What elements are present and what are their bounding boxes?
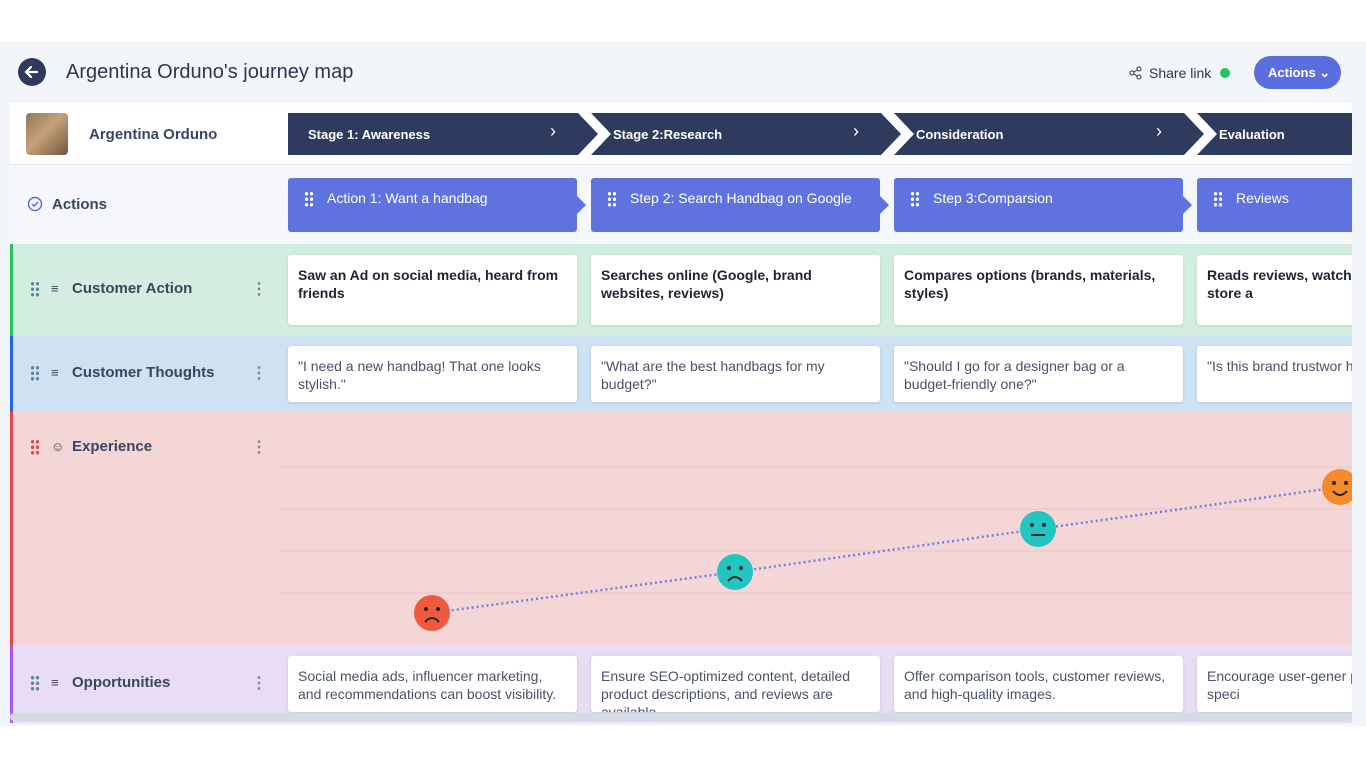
lane-card: Ensure SEO-optimized content, detailed p… xyxy=(591,656,880,712)
eye xyxy=(1332,481,1336,485)
drag-handle xyxy=(30,281,40,297)
lane xyxy=(10,412,1352,645)
share-link[interactable]: Share link xyxy=(1149,65,1212,81)
lane-card: Encourage user-gener provide detailed sp… xyxy=(1197,656,1352,712)
actions-label: Actions xyxy=(52,196,108,213)
action-label: Step 2: Search Handbag on Google xyxy=(630,190,852,206)
check-icon xyxy=(27,196,43,212)
lane-card: "Should I go for a designer bag or a bud… xyxy=(894,346,1183,402)
action-card xyxy=(894,178,1183,232)
face xyxy=(717,554,753,590)
stage-chevron: › xyxy=(1156,121,1162,141)
stage-chevron: › xyxy=(853,121,859,141)
lane-label: Customer Action xyxy=(72,280,193,297)
lane-card: Searches online (Google, brand websites,… xyxy=(591,255,880,325)
lane-card: Offer comparison tools, customer reviews… xyxy=(894,656,1183,712)
page-title: Argentina Orduno's journey map xyxy=(66,61,354,83)
action-label: Reviews xyxy=(1236,190,1289,206)
journey-table: Argentina Orduno Actions Stage 1: Awaren… xyxy=(10,103,1352,723)
drag-handle xyxy=(304,191,314,207)
mouth xyxy=(727,576,743,582)
drag-handle xyxy=(607,191,617,207)
back-icon xyxy=(24,65,39,79)
stage-label: Stage 2:Research xyxy=(613,127,723,142)
face xyxy=(1020,511,1056,547)
action-label: Step 3:Comparsion xyxy=(933,190,1053,206)
eye xyxy=(1344,481,1348,485)
scrollbar xyxy=(10,713,1352,721)
drag-handle xyxy=(30,439,40,455)
avatar xyxy=(26,113,68,155)
drag-handle xyxy=(910,191,920,207)
smile-icon: ☺ xyxy=(51,439,65,454)
stage xyxy=(894,113,1204,155)
action-notch xyxy=(880,196,889,214)
stage xyxy=(1197,113,1352,155)
stage xyxy=(591,113,901,155)
eye xyxy=(436,607,440,611)
app: Argentina Orduno's journey map Share lin… xyxy=(0,42,1366,726)
mouth xyxy=(424,617,440,623)
lane-label: Experience xyxy=(72,438,153,455)
action-notch xyxy=(577,196,586,214)
stage-chevron: › xyxy=(550,121,556,141)
lane-card: "I need a new handbag! That one looks st… xyxy=(288,346,577,402)
lane-card: Saw an Ad on social media, heard from fr… xyxy=(288,255,577,325)
eye xyxy=(739,566,743,570)
trend-line xyxy=(431,485,1341,615)
persona-name: Argentina Orduno xyxy=(89,126,218,143)
lane-menu: ⋮ xyxy=(251,281,267,298)
eye xyxy=(1030,523,1034,527)
lines-icon: ≡ xyxy=(51,365,59,380)
drag-handle xyxy=(30,675,40,691)
lane-card: Reads reviews, watch videos, checks stor… xyxy=(1197,255,1352,325)
lane-menu: ⋮ xyxy=(251,439,267,456)
action-card xyxy=(288,178,577,232)
face xyxy=(1322,469,1352,505)
lane-menu: ⋮ xyxy=(251,675,267,692)
lane-menu: ⋮ xyxy=(251,365,267,382)
face xyxy=(414,595,450,631)
status-dot xyxy=(1220,68,1230,78)
eye xyxy=(727,566,731,570)
lines-icon: ≡ xyxy=(51,281,59,296)
stage-label: Evaluation xyxy=(1219,127,1285,142)
action-card xyxy=(591,178,880,232)
lane-card: Compares options (brands, materials, sty… xyxy=(894,255,1183,325)
back-button[interactable] xyxy=(18,58,46,86)
eye xyxy=(1042,523,1046,527)
stage xyxy=(288,113,598,155)
lane-label: Customer Thoughts xyxy=(72,364,215,381)
lane-label: Opportunities xyxy=(72,674,171,691)
actions-button-label: Actions xyxy=(1268,65,1316,80)
action-label: Action 1: Want a handbag xyxy=(327,190,488,206)
lane-card: "What are the best handbags for my budge… xyxy=(591,346,880,402)
actions-button[interactable]: Actions ⌄ xyxy=(1254,56,1341,89)
stage-label: Stage 1: Awareness xyxy=(308,127,431,142)
drag-handle xyxy=(30,365,40,381)
eye xyxy=(424,607,428,611)
mouth xyxy=(1332,490,1348,496)
stage-label: Consideration xyxy=(916,127,1004,142)
action-notch xyxy=(1183,196,1192,214)
drag-handle xyxy=(1213,191,1223,207)
lines-icon: ≡ xyxy=(51,675,59,690)
lane-card: "Is this brand trustwor have good review… xyxy=(1197,346,1352,402)
lane-card: Social media ads, influencer marketing, … xyxy=(288,656,577,712)
experience-chart xyxy=(280,466,1352,631)
share-icon xyxy=(1129,66,1142,80)
